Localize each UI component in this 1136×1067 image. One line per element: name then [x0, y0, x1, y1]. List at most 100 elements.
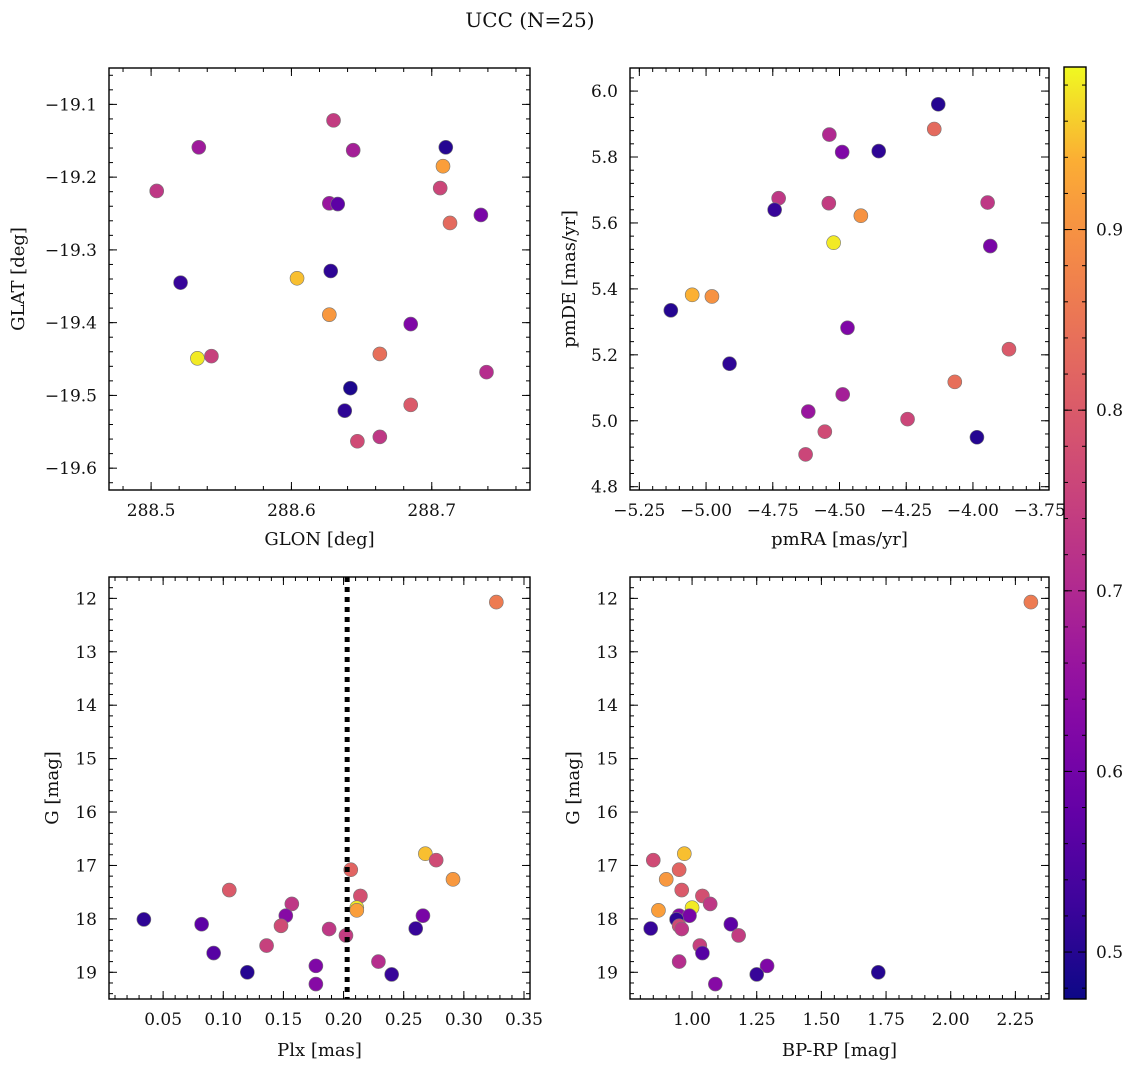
- scatter-point: [415, 908, 431, 923]
- y-axis-label: GLAT [deg]: [8, 227, 29, 331]
- x-axis-label: BP-RP [mag]: [782, 1040, 897, 1061]
- y-ticks: −19.1 −19.2 −19.3 −19.4 −19.5 −19.6: [45, 74, 530, 484]
- x-tick-label: 0.10: [204, 1010, 242, 1030]
- y-tick-label: 16: [75, 803, 97, 823]
- scatter-point: [900, 411, 915, 427]
- scatter-point: [759, 958, 775, 974]
- colorbar: 0.5 0.6 0.7 0.8 0.9: [1063, 66, 1123, 1000]
- scatter-point: [403, 316, 419, 332]
- axes-frame: [108, 576, 531, 1000]
- scatter-point: [731, 928, 746, 943]
- scatter-point: [651, 903, 666, 918]
- scatter-point: [408, 921, 424, 936]
- colorbar-gradient: [1064, 67, 1086, 999]
- scatter-point: [800, 404, 816, 419]
- scatter-point: [969, 429, 985, 445]
- scatter-point: [259, 938, 274, 953]
- scatter-point: [343, 862, 359, 878]
- scatter-point: [435, 158, 451, 174]
- scatter-point: [1001, 341, 1017, 357]
- scatter-point: [749, 967, 765, 982]
- axes-frame: [629, 576, 1050, 1000]
- scatter-point: [191, 140, 207, 155]
- y-tick-label: 19: [596, 963, 618, 983]
- scatter-point: [149, 183, 165, 199]
- scatter-point: [682, 908, 697, 923]
- panel-bprp-g: 1.00 1.25 1.50 1.75 2.00 2.25 12 13 14 15 16 17 18 19…: [563, 576, 1050, 1061]
- x-tick-label: 0.30: [445, 1010, 483, 1030]
- x-tick-label: 1.00: [673, 1010, 711, 1030]
- scatter-point: [384, 967, 399, 982]
- y-tick-label: 14: [75, 696, 97, 716]
- x-tick-label: −4.00: [947, 501, 999, 521]
- y-tick-label: 17: [75, 856, 97, 876]
- y-tick-label: 17: [596, 856, 618, 876]
- scatter-points: [149, 113, 494, 449]
- scatter-point: [835, 387, 851, 402]
- scatter-point: [308, 958, 324, 974]
- y-tick-label: 15: [596, 750, 618, 770]
- scatter-point: [349, 903, 365, 918]
- scatter-point: [982, 238, 998, 254]
- scatter-point: [1023, 594, 1039, 610]
- x-tick-label: 288.6: [267, 501, 316, 521]
- scatter-point: [947, 374, 963, 390]
- colorbar-tick-label: 0.5: [1096, 943, 1123, 963]
- scatter-point: [289, 270, 305, 286]
- x-tick-label: −3.75: [1014, 501, 1066, 521]
- y-axis-label: G [mag]: [42, 751, 63, 824]
- scatter-point: [343, 380, 358, 396]
- y-tick-label: 5.6: [591, 214, 618, 234]
- scatter-point: [834, 144, 850, 160]
- scatter-point: [432, 180, 448, 196]
- x-tick-label: −5.00: [680, 501, 732, 521]
- scatter-point: [445, 872, 461, 887]
- y-tick-label: −19.2: [45, 168, 97, 188]
- scatter-point: [767, 202, 782, 218]
- x-tick-label: 288.7: [407, 501, 456, 521]
- y-axis-label: G [mag]: [563, 751, 584, 824]
- y-tick-label: 5.2: [591, 346, 618, 366]
- scatter-point: [671, 862, 687, 878]
- x-ticks: 288.5 288.6 288.7: [122, 68, 517, 521]
- scatter-point: [645, 852, 661, 868]
- scatter-point: [980, 195, 995, 210]
- scatter-point: [930, 96, 946, 112]
- x-tick-label: 1.25: [738, 1010, 776, 1030]
- scatter-point: [308, 976, 324, 992]
- axes-frame: [108, 67, 531, 491]
- scatter-point: [798, 447, 813, 462]
- scatter-point: [677, 846, 692, 862]
- scatter-points: [663, 96, 1017, 462]
- y-axis-label: pmDE [mas/yr]: [559, 210, 580, 348]
- scatter-point: [323, 263, 339, 279]
- panel-plx-g: 0.05 0.10 0.15 0.20 0.25 0.30 0.35 12 13 14 15 16 17…: [42, 576, 543, 1061]
- y-tick-label: 18: [596, 910, 618, 930]
- scatter-point: [853, 208, 869, 223]
- scatter-point: [695, 945, 710, 961]
- colorbar-tick-label: 0.7: [1096, 582, 1123, 602]
- scatter-point: [345, 142, 361, 158]
- scatter-point: [372, 429, 388, 445]
- scatter-point: [658, 872, 674, 887]
- scatter-point: [473, 207, 489, 223]
- scatter-point: [337, 403, 353, 418]
- x-tick-label: 0.15: [264, 1010, 302, 1030]
- y-tick-label: 5.8: [591, 148, 618, 168]
- scatter-point: [817, 424, 833, 439]
- x-ticks: 1.00 1.25 1.50 1.75 2.00 2.25: [639, 577, 1042, 1030]
- x-tick-label: 0.05: [144, 1010, 182, 1030]
- scatter-point: [322, 307, 337, 322]
- colorbar-tick-label: 0.6: [1096, 762, 1123, 782]
- scatter-point: [321, 921, 337, 937]
- scatter-point: [428, 852, 444, 868]
- scatter-point: [204, 348, 219, 364]
- scatter-point: [284, 896, 300, 912]
- panel-glon-glat: 288.5 288.6 288.7 −19.1 −19.2 −19.3 −19.4 −19.5…: [8, 67, 531, 550]
- figure-title: UCC (N=25): [465, 8, 594, 32]
- scatter-point: [822, 127, 837, 142]
- scatter-point: [870, 964, 886, 980]
- y-tick-label: −19.5: [45, 386, 97, 406]
- scatter-point: [643, 921, 658, 936]
- y-tick-label: 5.4: [591, 280, 618, 300]
